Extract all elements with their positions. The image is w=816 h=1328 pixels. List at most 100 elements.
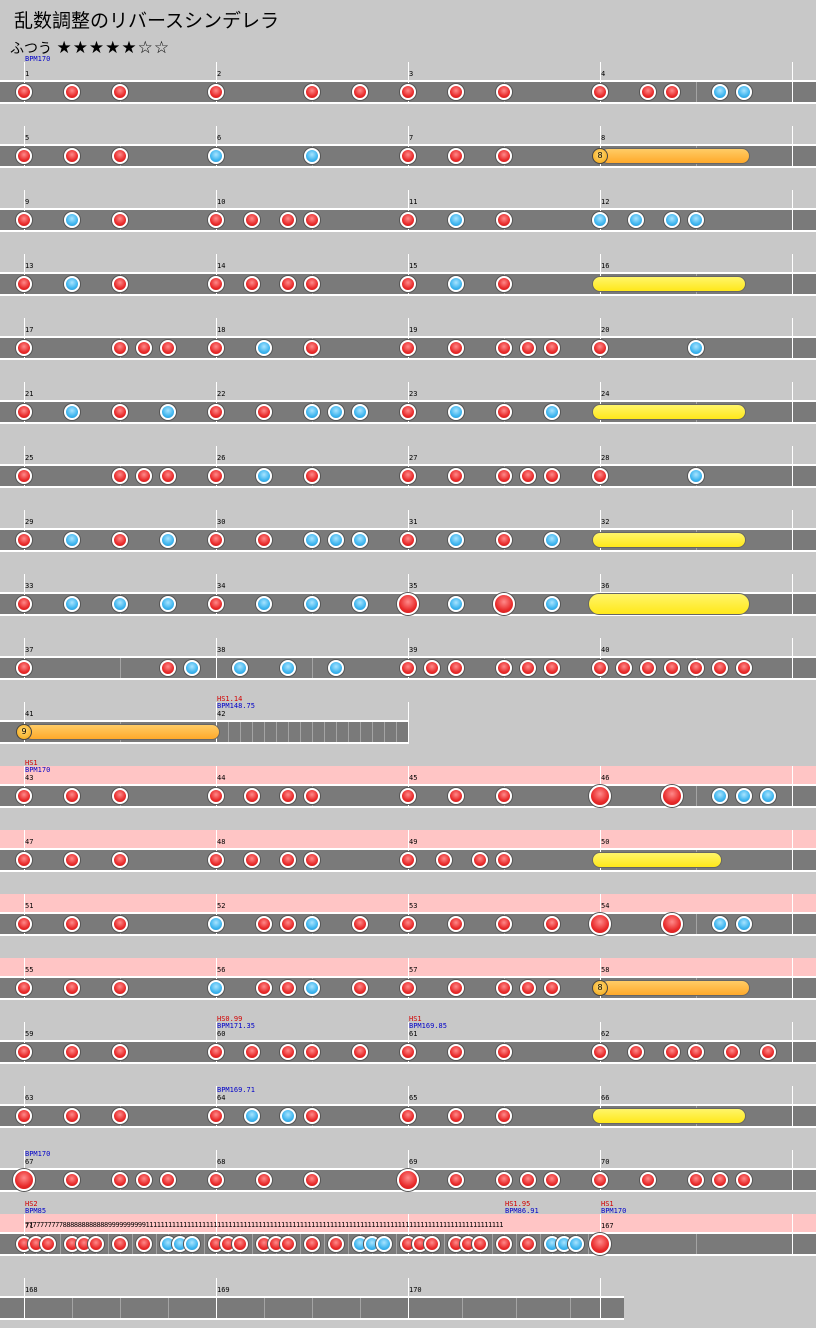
balloon-roll [24,724,220,740]
bar-line [216,1022,217,1064]
measure-number: 38 [217,646,226,654]
difficulty-stars: ★★★★★☆☆ [56,38,171,58]
don-note [448,84,464,100]
measure-number: 48 [217,838,226,846]
don-note [112,788,128,804]
ka-note [256,596,272,612]
don-note [592,84,608,100]
measure-number: 62 [601,1030,610,1038]
bar-line [216,702,217,744]
bar-line [24,958,25,1000]
tempo-annotation: BPM170 [25,766,51,774]
don-note [448,1172,464,1188]
don-note [304,788,320,804]
bar-line [24,894,25,936]
ka-note [160,532,176,548]
bar-line [408,638,409,680]
don-note [544,468,560,484]
bar-line [408,702,409,744]
don-note [520,980,536,996]
difficulty-label: ふつう [10,41,52,57]
don-note [400,852,416,868]
beat-line [696,82,697,102]
measure-number: 69 [409,1158,418,1166]
tempo-annotation: HS1.14 [217,695,243,703]
don-note [112,1172,128,1188]
don-note [64,788,80,804]
don-note [400,660,416,676]
tempo-annotation: BPM85 [25,1207,47,1215]
beat-line [228,722,229,742]
beat-line [372,722,373,742]
ka-note [448,212,464,228]
measure-number: 28 [601,454,610,462]
beat-line [384,722,385,742]
bar-line [408,446,409,488]
measure-number: 12 [601,198,610,206]
don-note [661,785,683,807]
don-note [400,276,416,292]
don-note [400,980,416,996]
measure-number: 50 [601,838,610,846]
don-note [304,340,320,356]
bar-line [24,1214,25,1256]
bar-line [600,126,601,168]
tempo-annotation: HS1.95 [505,1200,531,1208]
don-note [400,1108,416,1124]
don-note [589,913,611,935]
don-note [112,212,128,228]
don-note [688,660,704,676]
drumroll [592,276,746,292]
bar-line [216,510,217,552]
don-note [496,340,512,356]
don-note [496,852,512,868]
tempo-annotation: HS1 [601,1200,614,1208]
ka-note [304,596,320,612]
ka-note [64,276,80,292]
don-note [16,468,32,484]
don-note [208,596,224,612]
beat-line [312,1298,313,1318]
don-note [112,404,128,420]
measure-number: 10 [217,198,226,206]
beat-line [396,722,397,742]
bar-line [24,254,25,296]
don-note [496,660,512,676]
ka-note [544,596,560,612]
measure-number: 8 [601,134,606,142]
don-note [40,1236,56,1252]
don-note [112,148,128,164]
don-note [244,276,260,292]
don-note [544,1172,560,1188]
don-note [280,852,296,868]
don-note [544,660,560,676]
drumroll [592,852,722,868]
beat-line [168,1298,169,1318]
don-note [160,1172,176,1188]
ka-note [304,148,320,164]
don-note [64,980,80,996]
measure-number: 65 [409,1094,418,1102]
beat-line [570,1298,571,1318]
don-note [112,340,128,356]
don-note [724,1044,740,1060]
don-note [640,660,656,676]
bar-line [24,766,25,808]
don-note [352,84,368,100]
tempo-annotation: BPM148.75 [217,702,255,710]
bar-line [600,638,601,680]
don-note [256,916,272,932]
ka-note [688,212,704,228]
don-note [16,404,32,420]
don-note [397,1169,419,1191]
bar-line [408,766,409,808]
beat-line [348,1234,349,1254]
measure-number: 58 [601,966,610,974]
measure-number: 24 [601,390,610,398]
bar-line [600,830,601,872]
ka-note [160,404,176,420]
don-note [304,1108,320,1124]
bar-line [600,318,601,360]
digit-strip: 7777777777888888888888999999999911111111… [25,1221,504,1229]
don-note [448,916,464,932]
